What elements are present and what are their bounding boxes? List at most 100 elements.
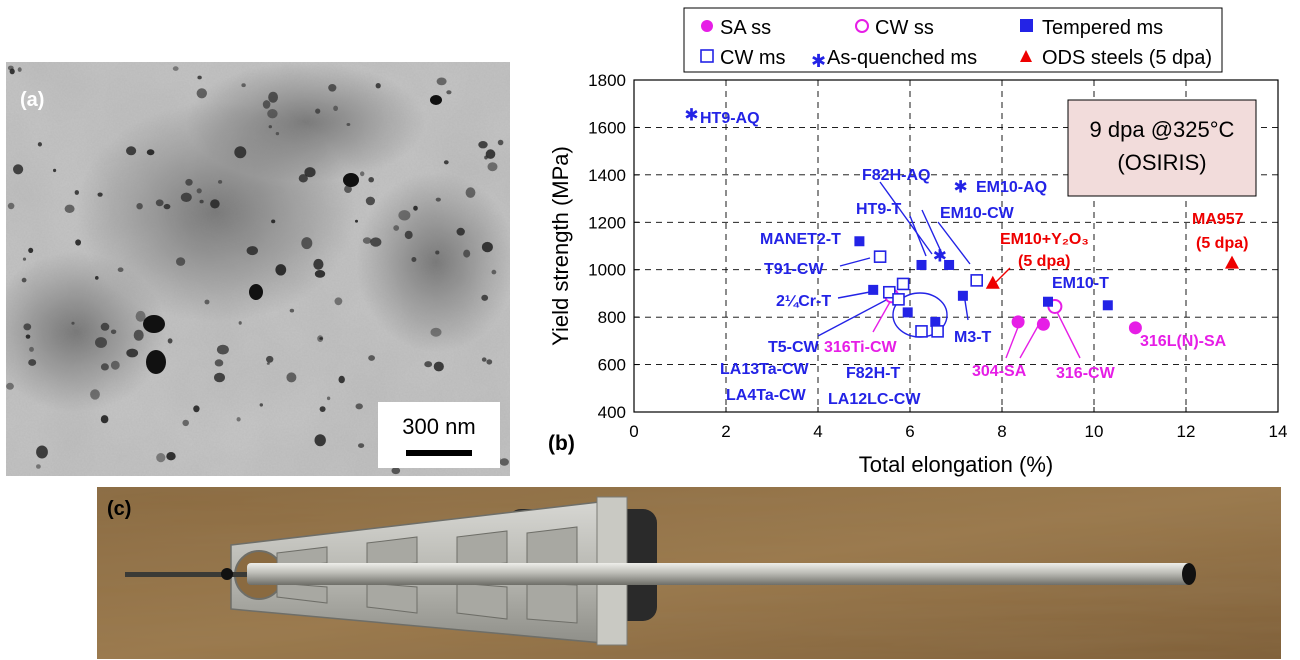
- point-label: MA957: [1192, 211, 1244, 228]
- precipitate: [7, 65, 14, 71]
- data-point-filled-triangle: [1225, 255, 1239, 269]
- precipitate: [478, 141, 488, 149]
- data-point-asterisk: ✱: [684, 105, 698, 124]
- point-label: EM10+Y₂O₃: [1000, 231, 1089, 248]
- precipitate: [301, 237, 313, 250]
- precipitate: [36, 445, 48, 459]
- y-tick-label: 1200: [588, 213, 626, 232]
- y-tick-label: 800: [598, 308, 626, 327]
- panel-c-label: (c): [107, 498, 131, 520]
- data-point-filled-square: [1102, 300, 1113, 311]
- y-tick-label: 1600: [588, 118, 626, 137]
- precipitate: [268, 91, 278, 103]
- x-tick-label: 12: [1177, 422, 1196, 441]
- precipitate: [22, 257, 27, 261]
- precipitate: [430, 327, 442, 337]
- precipitate: [234, 146, 247, 159]
- legend-marker-cw-ss: [855, 19, 869, 33]
- precipitate: [97, 192, 103, 197]
- precipitate: [375, 83, 381, 89]
- precipitate: [358, 443, 365, 448]
- precipitate: [267, 109, 278, 119]
- precipitate: [319, 337, 323, 340]
- legend-marker-sa-ss: [701, 20, 713, 32]
- legend-marker-ods-steels: [1020, 50, 1032, 62]
- precipitate: [36, 464, 41, 469]
- precipitate: [430, 95, 442, 105]
- precipitate: [100, 322, 110, 331]
- precipitate: [238, 321, 242, 325]
- specimen-holder-photo: (c): [97, 487, 1281, 659]
- point-label: F82H-AQ: [862, 167, 930, 184]
- precipitate: [28, 359, 37, 366]
- precipitate: [210, 199, 220, 209]
- point-label: T91-CW: [764, 261, 824, 278]
- precipitate: [266, 362, 270, 365]
- precipitate: [236, 417, 241, 422]
- x-axis-label: Total elongation (%): [859, 452, 1053, 477]
- precipitate: [23, 323, 32, 331]
- precipitate: [435, 250, 440, 255]
- precipitate: [368, 177, 375, 183]
- data-point-filled-square: [854, 236, 865, 247]
- precipitate: [456, 227, 465, 236]
- x-tick-label: 8: [997, 422, 1006, 441]
- precipitate: [167, 338, 173, 344]
- precipitate: [436, 77, 447, 86]
- precipitate: [411, 257, 417, 262]
- legend-label: Tempered ms: [1042, 17, 1163, 39]
- precipitate: [262, 100, 271, 109]
- precipitate: [326, 396, 331, 401]
- data-point-filled-square: [957, 290, 968, 301]
- data-point-filled-square: [868, 284, 879, 295]
- precipitate: [29, 346, 34, 352]
- x-tick-label: 2: [721, 422, 730, 441]
- precipitate: [155, 199, 164, 207]
- precipitate: [117, 267, 124, 272]
- precipitate: [465, 187, 476, 198]
- legend-marker-cw-ms: [700, 49, 714, 63]
- precipitate: [319, 406, 326, 412]
- point-label: F82H-T: [846, 365, 900, 382]
- scale-bar-label: 300 nm: [402, 414, 475, 439]
- precipitate: [271, 219, 276, 224]
- precipitate: [133, 329, 144, 341]
- precipitate: [424, 361, 433, 368]
- y-axis-label: Yield strength (MPa): [548, 146, 573, 346]
- x-tick-label: 6: [905, 422, 914, 441]
- precipitate: [259, 403, 263, 407]
- data-point-open-square: [882, 285, 896, 299]
- precipitate: [481, 241, 493, 253]
- precipitate: [314, 434, 326, 447]
- data-point-filled-square: [944, 259, 955, 270]
- condition-box: [1067, 99, 1257, 197]
- precipitate: [398, 210, 411, 221]
- precipitate: [196, 188, 202, 194]
- point-label: HT9-AQ: [700, 110, 760, 127]
- precipitate: [315, 108, 321, 114]
- data-point-open-square: [892, 293, 905, 306]
- precipitate: [249, 284, 263, 300]
- point-label: (5 dpa): [1018, 253, 1070, 270]
- precipitate: [6, 382, 14, 390]
- precipitate: [334, 297, 343, 306]
- precipitate: [246, 246, 258, 256]
- precipitate: [21, 277, 27, 283]
- y-tick-label: 1400: [588, 166, 626, 185]
- precipitate: [100, 363, 109, 371]
- point-label: MANET2-T: [760, 231, 841, 248]
- precipitate: [481, 294, 489, 301]
- precipitate: [355, 219, 358, 223]
- precipitate: [7, 202, 15, 210]
- data-point-open-square: [931, 325, 944, 338]
- legend-label: CW ss: [875, 17, 934, 39]
- y-tick-label: 400: [598, 403, 626, 422]
- precipitate: [180, 192, 192, 202]
- data-point-filled-circle: [1011, 315, 1025, 329]
- x-tick-label: 10: [1085, 422, 1104, 441]
- precipitate: [328, 84, 337, 92]
- point-label: M3-T: [954, 329, 992, 346]
- precipitate: [53, 168, 57, 173]
- precipitate: [176, 257, 186, 266]
- precipitate: [218, 180, 223, 184]
